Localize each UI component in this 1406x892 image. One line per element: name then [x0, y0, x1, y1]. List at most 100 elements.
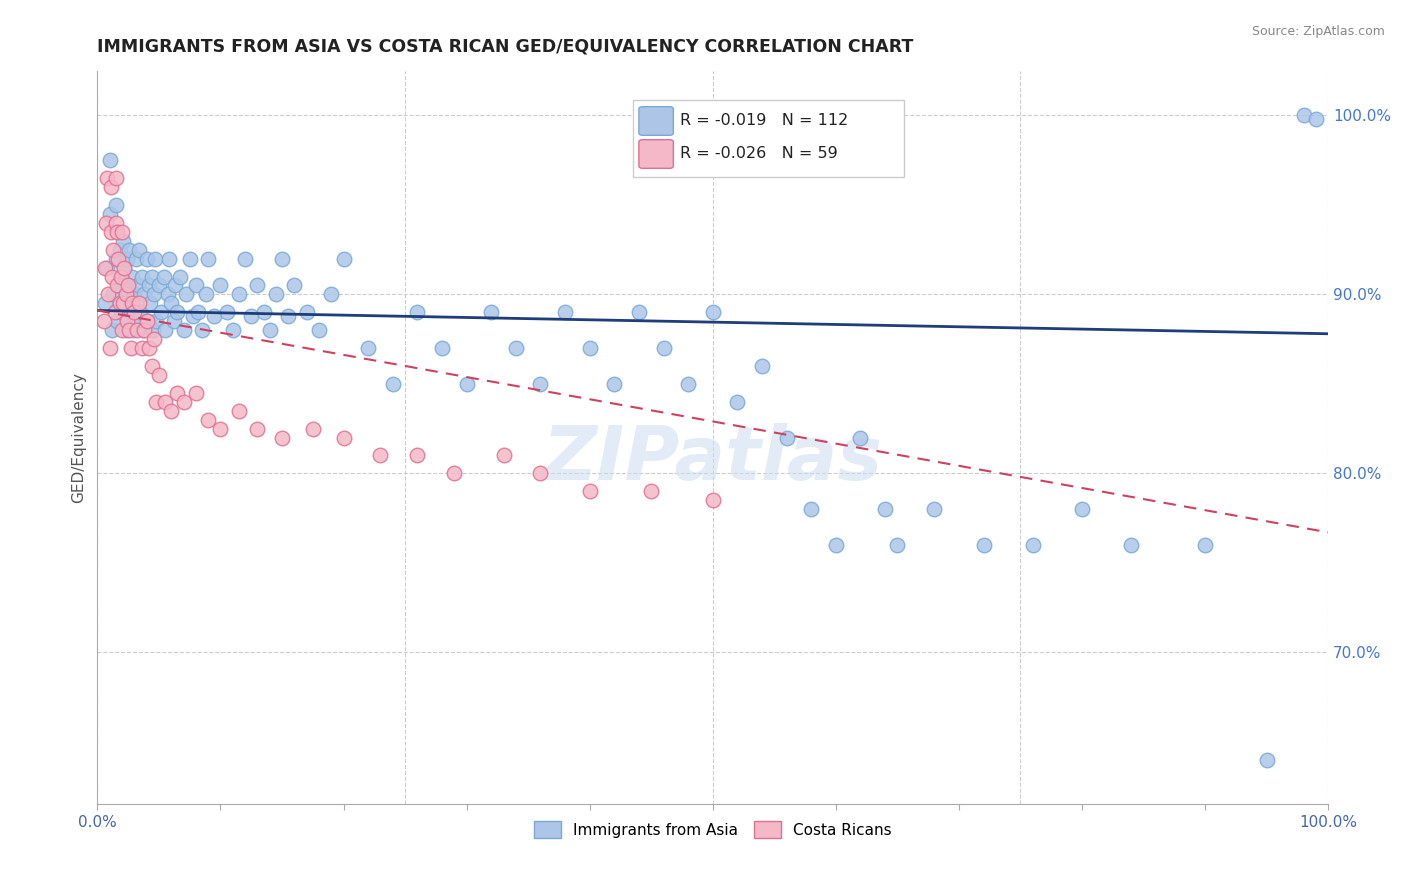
Point — [117, 278, 139, 293]
Point — [145, 394, 167, 409]
Point — [295, 305, 318, 319]
Point — [1256, 753, 1278, 767]
Point — [529, 376, 551, 391]
Point — [1071, 502, 1094, 516]
Point — [114, 323, 136, 337]
Point — [222, 323, 245, 337]
Point — [105, 314, 128, 328]
Point — [228, 403, 250, 417]
Point — [150, 305, 173, 319]
Point — [191, 323, 214, 337]
Point — [264, 287, 287, 301]
Point — [153, 269, 176, 284]
Point — [97, 287, 120, 301]
Point — [115, 314, 138, 328]
Point — [115, 252, 138, 266]
Point — [381, 376, 404, 391]
Point — [143, 332, 166, 346]
Point — [430, 341, 453, 355]
Point — [124, 305, 146, 319]
Point — [252, 305, 274, 319]
Point — [197, 252, 219, 266]
Point — [101, 323, 124, 337]
Point — [121, 269, 143, 284]
Point — [134, 323, 156, 337]
Point — [105, 225, 128, 239]
FancyBboxPatch shape — [638, 140, 673, 169]
Point — [246, 278, 269, 293]
Point — [131, 341, 153, 355]
Point — [112, 260, 135, 275]
Point — [98, 207, 121, 221]
Point — [110, 269, 132, 284]
Point — [125, 314, 148, 328]
Point — [153, 323, 176, 337]
Point — [259, 323, 281, 337]
Point — [107, 252, 129, 266]
Point — [111, 269, 134, 284]
Point — [124, 252, 146, 266]
Point — [93, 314, 115, 328]
Text: ZIPatlas: ZIPatlas — [543, 423, 883, 496]
Point — [138, 341, 160, 355]
Point — [103, 243, 125, 257]
Point — [166, 385, 188, 400]
Point — [184, 385, 207, 400]
Point — [406, 305, 429, 319]
Point — [135, 314, 157, 328]
Point — [111, 225, 134, 239]
Point — [1022, 538, 1045, 552]
Point — [479, 305, 502, 319]
Point — [209, 278, 232, 293]
Point — [131, 269, 153, 284]
Point — [141, 269, 163, 284]
Point — [128, 296, 150, 310]
Point — [145, 314, 167, 328]
Point — [141, 359, 163, 373]
Point — [886, 538, 908, 552]
Point — [301, 421, 323, 435]
Point — [849, 431, 872, 445]
Point — [156, 287, 179, 301]
Point — [321, 287, 343, 301]
Text: Source: ZipAtlas.com: Source: ZipAtlas.com — [1251, 25, 1385, 38]
Point — [163, 278, 186, 293]
Point — [233, 252, 256, 266]
Point — [1292, 108, 1315, 122]
Point — [173, 323, 195, 337]
Point — [112, 296, 135, 310]
Point — [240, 309, 263, 323]
Point — [676, 376, 699, 391]
Point — [125, 323, 148, 337]
Point — [578, 484, 600, 499]
Point — [529, 467, 551, 481]
Point — [118, 243, 141, 257]
Point — [153, 394, 176, 409]
Point — [215, 305, 238, 319]
Point — [105, 278, 128, 293]
Point — [104, 216, 127, 230]
Point — [578, 341, 600, 355]
Point — [187, 305, 209, 319]
Point — [104, 171, 127, 186]
Point — [120, 341, 142, 355]
Point — [271, 431, 294, 445]
Point — [104, 252, 127, 266]
Point — [148, 278, 170, 293]
Point — [271, 252, 294, 266]
Point — [117, 314, 139, 328]
FancyBboxPatch shape — [638, 107, 673, 136]
Point — [114, 287, 136, 301]
Point — [652, 341, 675, 355]
Point — [142, 323, 165, 337]
Point — [121, 296, 143, 310]
Point — [775, 431, 797, 445]
Point — [160, 403, 183, 417]
Point — [100, 225, 122, 239]
Point — [184, 278, 207, 293]
Point — [725, 394, 748, 409]
Point — [603, 376, 626, 391]
Point — [132, 323, 155, 337]
Point — [117, 278, 139, 293]
Point — [110, 305, 132, 319]
